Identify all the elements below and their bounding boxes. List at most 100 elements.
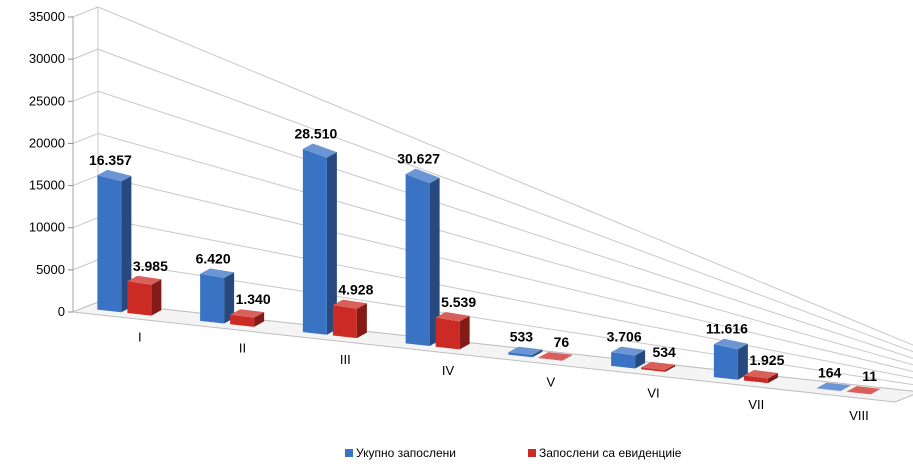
bar-side [121, 175, 132, 313]
y-tick-label: 10000 [29, 220, 65, 235]
bar-front [332, 305, 357, 339]
bar-side [870, 388, 881, 395]
data-label-series-2-VI: 534 [652, 344, 676, 360]
data-label-series-1-VIII: 164 [818, 365, 842, 381]
bars [97, 143, 881, 395]
bar-side [151, 279, 162, 316]
bar-series-1-VIII [816, 382, 851, 392]
gridline-depth [72, 259, 99, 271]
bar-top [405, 168, 440, 184]
bar-front [405, 174, 430, 347]
bar-front [611, 352, 636, 369]
bar-series-2-IV [435, 312, 470, 350]
gridline [97, 132, 913, 366]
gridlines [72, 6, 913, 403]
bar-front [641, 367, 666, 372]
x-tick-label-I: I [138, 329, 142, 344]
bar-series-1-I [97, 169, 132, 313]
legend-item-series-2: Запослени са евиденциіе [528, 446, 681, 460]
gridline [97, 175, 913, 372]
legend-item-series-1: Укупно запослени [345, 446, 456, 460]
x-tick-label-VIII: VIII [849, 408, 869, 423]
bar-side [224, 272, 235, 324]
data-labels: 16.357 3.985 6.420 1.340 28.510 4.928 30.627 5.… [89, 126, 877, 385]
gridline [97, 48, 913, 353]
bar-top [816, 382, 851, 391]
bar-front [200, 273, 225, 324]
data-label-series-2-IV: 5.539 [441, 294, 476, 310]
bar-side [737, 343, 748, 380]
gridline [97, 6, 913, 346]
bar-side [562, 354, 573, 361]
bar-top [230, 309, 265, 318]
bar-side [429, 177, 440, 347]
bar-top [713, 338, 748, 350]
data-label-series-1-VII: 11.616 [706, 321, 748, 337]
bar-side [532, 349, 543, 358]
data-label-series-2-VIII: 11 [862, 368, 877, 384]
bar-series-2-VI [641, 361, 676, 372]
gridline [97, 217, 913, 379]
data-label-series-1-IV: 30.627 [397, 151, 440, 167]
bar-series-1-VII [713, 338, 748, 380]
bar-side [459, 315, 470, 350]
bar-side [326, 152, 337, 335]
y-axis: 0 5000 10000 15000 20000 25000 30000 35000 [29, 9, 73, 319]
bar-top [611, 346, 646, 356]
bar-top [200, 268, 235, 278]
bar-top [538, 352, 573, 361]
bar-front [743, 375, 768, 384]
data-label-series-1-I: 16.357 [89, 152, 132, 168]
bar-front [538, 357, 563, 361]
bar-side [665, 364, 676, 372]
bar-top [641, 361, 676, 371]
bar-series-2-VIII [846, 386, 881, 395]
bar-series-2-I [127, 275, 162, 316]
bar-series-2-II [230, 309, 265, 327]
gridline [97, 90, 913, 359]
gridline-depth [72, 175, 99, 187]
bar-top [127, 275, 162, 285]
data-label-series-1-VI: 3.706 [607, 329, 642, 345]
bar-top [743, 369, 778, 379]
y-tick-label: 30000 [29, 51, 65, 66]
legend-label-series-1: Укупно запослени [356, 446, 456, 460]
gridline-depth [72, 90, 99, 102]
legend-swatch-series-2 [528, 449, 536, 457]
x-tick-label-VII: VII [748, 397, 764, 412]
data-label-series-2-V: 76 [554, 334, 570, 350]
bar-top [332, 299, 367, 309]
bar-series-1-VI [611, 346, 646, 369]
x-tick-label-V: V [546, 374, 555, 389]
bar-series-2-V [538, 352, 573, 361]
bar-front [816, 388, 841, 392]
data-label-series-1-V: 533 [510, 329, 534, 345]
bar-front [127, 281, 152, 316]
data-label-series-2-VII: 1.925 [749, 352, 784, 368]
chart-floor [72, 301, 913, 403]
data-label-series-2-I: 3.985 [133, 258, 168, 274]
bar-front [435, 317, 460, 350]
bar-side [356, 303, 367, 339]
bar-series-1-II [200, 268, 235, 324]
legend-label-series-2: Запослени са евиденциіе [539, 446, 682, 460]
bar-series-2-III [332, 299, 367, 339]
x-tick-label-III: III [340, 352, 351, 367]
y-tick-label: 35000 [29, 9, 65, 24]
bar-front [508, 352, 533, 358]
x-tick-label-II: II [239, 341, 246, 356]
x-tick-label-VI: VI [647, 386, 659, 401]
bar-series-1-V [508, 346, 543, 358]
legend: Укупно запослени Запослени са евиденциіе [0, 446, 913, 462]
bar-top [435, 312, 470, 322]
data-label-series-1-II: 6.420 [196, 250, 231, 266]
bar-front [97, 175, 122, 313]
bar-front [846, 391, 871, 395]
data-label-series-1-III: 28.510 [294, 126, 337, 142]
gridline-depth [72, 132, 99, 144]
bar-series-2-VII [743, 369, 778, 384]
data-label-series-2-II: 1.340 [236, 291, 271, 307]
bar-front [302, 149, 327, 335]
